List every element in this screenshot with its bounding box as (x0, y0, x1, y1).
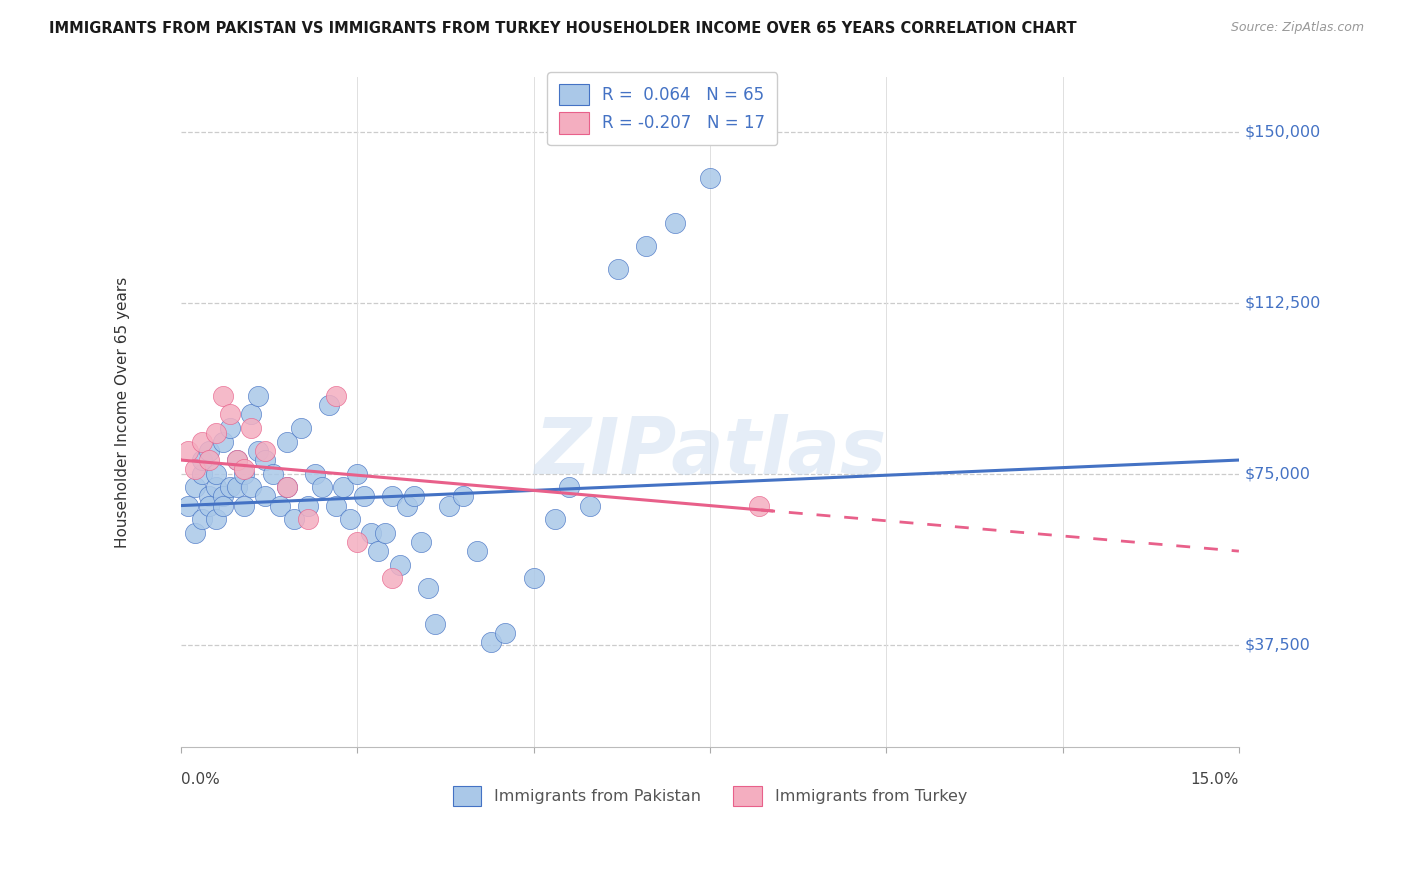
Point (226, 480, 249, 494)
Point (494, 626, 516, 640)
Point (198, 490, 221, 504)
Point (177, 499, 200, 513)
Point (325, 389, 347, 403)
Point (240, 480, 263, 494)
Point (205, 480, 228, 494)
Text: 0.0%: 0.0% (181, 772, 219, 787)
Point (409, 535, 432, 549)
Point (325, 499, 347, 513)
Point (177, 444, 200, 458)
Point (339, 512, 361, 526)
Point (346, 535, 368, 549)
Point (283, 512, 305, 526)
Point (233, 467, 256, 481)
Point (367, 544, 389, 558)
Point (212, 389, 235, 403)
Point (226, 453, 249, 467)
Text: $150,000: $150,000 (1244, 125, 1320, 139)
Point (233, 462, 256, 476)
Point (184, 480, 207, 494)
Point (544, 512, 567, 526)
Point (198, 499, 221, 513)
Point (247, 389, 270, 403)
Point (212, 434, 235, 449)
Point (191, 512, 214, 526)
Point (437, 499, 460, 513)
Point (636, 239, 658, 253)
Point (247, 444, 270, 458)
Point (346, 467, 368, 481)
Point (191, 467, 214, 481)
Point (219, 480, 242, 494)
Point (226, 453, 249, 467)
Point (269, 499, 291, 513)
Text: ZIPatlas: ZIPatlas (534, 415, 886, 491)
Point (205, 512, 228, 526)
Point (240, 408, 263, 422)
Point (353, 490, 375, 504)
Point (276, 480, 298, 494)
Point (254, 490, 277, 504)
Point (276, 480, 298, 494)
Point (416, 581, 439, 595)
Point (198, 444, 221, 458)
Point (262, 467, 284, 481)
Point (297, 512, 319, 526)
Text: 15.0%: 15.0% (1191, 772, 1239, 787)
Point (254, 444, 277, 458)
Point (191, 453, 214, 467)
Point (664, 216, 686, 230)
Point (212, 499, 235, 513)
Text: Householder Income Over 65 years: Householder Income Over 65 years (115, 277, 131, 548)
Text: $112,500: $112,500 (1244, 295, 1320, 310)
Point (304, 467, 326, 481)
Point (205, 425, 228, 440)
Point (465, 544, 488, 558)
Point (360, 525, 382, 540)
Text: $37,500: $37,500 (1244, 637, 1310, 652)
Point (184, 525, 207, 540)
Point (451, 490, 474, 504)
Point (219, 408, 242, 422)
Point (212, 490, 235, 504)
Point (388, 558, 411, 572)
Text: IMMIGRANTS FROM PAKISTAN VS IMMIGRANTS FROM TURKEY HOUSEHOLDER INCOME OVER 65 YE: IMMIGRANTS FROM PAKISTAN VS IMMIGRANTS F… (49, 21, 1077, 36)
Point (240, 421, 263, 435)
Point (558, 480, 581, 494)
Point (332, 480, 354, 494)
Point (699, 170, 721, 185)
Point (276, 434, 298, 449)
Point (233, 499, 256, 513)
Point (219, 421, 242, 435)
Point (198, 453, 221, 467)
Point (423, 617, 446, 632)
Point (205, 467, 228, 481)
Point (297, 499, 319, 513)
Point (479, 635, 502, 649)
Text: Source: ZipAtlas.com: Source: ZipAtlas.com (1230, 21, 1364, 34)
Point (381, 490, 404, 504)
Point (522, 572, 544, 586)
Point (381, 572, 404, 586)
Text: $75,000: $75,000 (1244, 467, 1310, 481)
Legend: Immigrants from Pakistan, Immigrants from Turkey: Immigrants from Pakistan, Immigrants fro… (446, 780, 973, 813)
Point (748, 499, 770, 513)
Point (184, 462, 207, 476)
Point (607, 261, 630, 276)
Point (191, 434, 214, 449)
Point (579, 499, 602, 513)
Point (395, 499, 418, 513)
Point (402, 490, 425, 504)
Point (290, 421, 312, 435)
Point (311, 480, 333, 494)
Point (318, 398, 340, 412)
Point (254, 453, 277, 467)
Point (374, 525, 396, 540)
